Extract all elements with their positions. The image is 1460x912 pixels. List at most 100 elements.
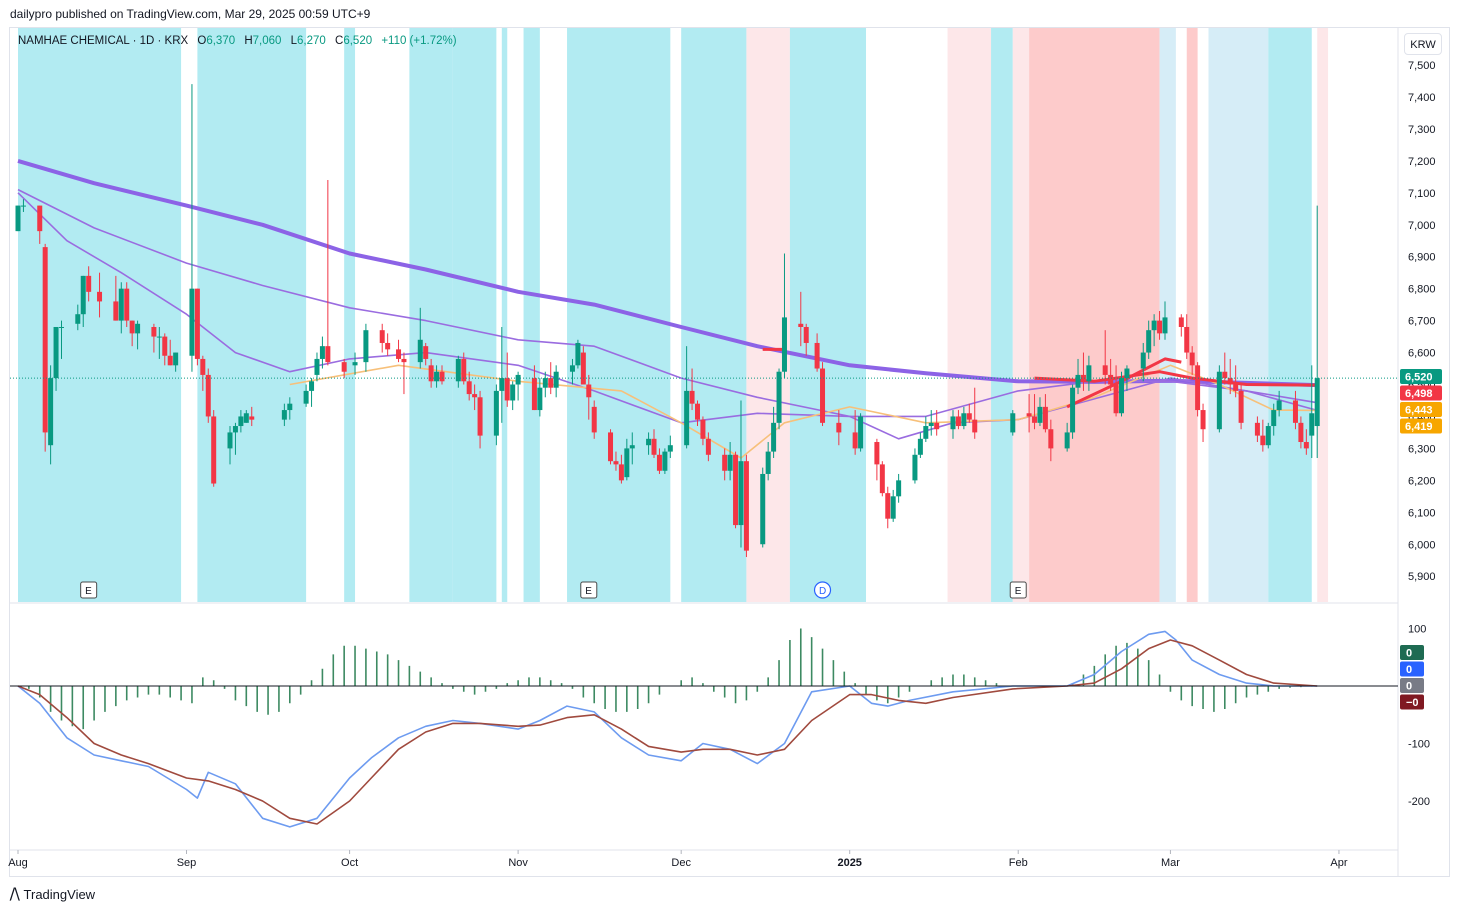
candle-body bbox=[194, 288, 200, 359]
candle-body bbox=[472, 394, 478, 398]
candle-body bbox=[515, 374, 521, 385]
candle-body bbox=[135, 323, 141, 334]
price-tick-label: 7,500 bbox=[1408, 60, 1436, 72]
candle-body bbox=[629, 445, 635, 449]
candle-body bbox=[156, 336, 162, 338]
background-band bbox=[1317, 28, 1329, 602]
candle-body bbox=[1292, 400, 1298, 423]
candle-body bbox=[917, 438, 923, 455]
candle-body bbox=[319, 346, 325, 359]
price-tick-label: 6,200 bbox=[1408, 475, 1436, 487]
time-tick-label: Feb bbox=[1009, 857, 1028, 869]
time-tick-label: Apr bbox=[1330, 857, 1347, 869]
candle-body bbox=[955, 416, 961, 427]
candle-body bbox=[580, 352, 586, 385]
price-label-text: 6,498 bbox=[1405, 388, 1433, 400]
price-label-box bbox=[1400, 369, 1442, 384]
candle-body bbox=[776, 371, 782, 423]
candle-body bbox=[211, 416, 217, 484]
candle-body bbox=[97, 291, 103, 302]
candle-body bbox=[1238, 390, 1244, 423]
price-tick-label: 6,800 bbox=[1408, 284, 1436, 296]
candle-body bbox=[1184, 326, 1190, 353]
time-tick-label: Sep bbox=[177, 857, 197, 869]
candles bbox=[15, 84, 1320, 558]
candle-body bbox=[173, 352, 179, 366]
candle-body bbox=[733, 454, 739, 526]
price-tick-label: 6,900 bbox=[1408, 252, 1436, 264]
candle-body bbox=[537, 387, 543, 411]
candle-body bbox=[401, 358, 407, 363]
candle-body bbox=[504, 378, 510, 401]
currency-button[interactable]: KRW bbox=[1404, 33, 1442, 55]
candle-body bbox=[396, 349, 402, 359]
candle-body bbox=[1064, 432, 1070, 449]
publisher-note: dailypro published on TradingView.com, M… bbox=[10, 7, 371, 21]
candle-body bbox=[1265, 426, 1271, 446]
change-value: +110 (+1.72%) bbox=[381, 35, 457, 47]
macd-value-text: 0 bbox=[1406, 664, 1412, 676]
high-value: 7,060 bbox=[252, 35, 282, 47]
candle-body bbox=[662, 451, 668, 471]
candle-body bbox=[227, 432, 233, 449]
candle-body bbox=[934, 422, 940, 430]
candle-body bbox=[417, 339, 423, 363]
tradingview-logo[interactable]: ⧸⧹ TradingView bbox=[10, 886, 95, 903]
background-band bbox=[409, 28, 453, 602]
background-bands bbox=[18, 28, 1329, 602]
open-value: 6,370 bbox=[206, 35, 236, 47]
background-band bbox=[197, 28, 307, 602]
candle-body bbox=[874, 442, 880, 465]
candle-body bbox=[836, 422, 842, 433]
candle-body bbox=[613, 461, 619, 465]
time-tick-label: Dec bbox=[671, 857, 691, 869]
macd-tick-label: -200 bbox=[1408, 796, 1430, 808]
candle-body bbox=[689, 390, 695, 404]
candle-body bbox=[879, 464, 885, 494]
macd-value-text: −0 bbox=[1406, 697, 1419, 709]
candle-body bbox=[1298, 422, 1304, 443]
price-label-text: 6,520 bbox=[1405, 372, 1433, 384]
candle-body bbox=[243, 413, 249, 423]
candle-body bbox=[379, 330, 385, 343]
candle-body bbox=[205, 374, 211, 417]
candle-body bbox=[923, 426, 929, 439]
candle-body bbox=[798, 323, 804, 327]
time-tick-label: Aug bbox=[8, 857, 28, 869]
candle-body bbox=[238, 416, 244, 427]
price-tick-label: 6,600 bbox=[1408, 348, 1436, 360]
price-label-box bbox=[1400, 385, 1442, 401]
candle-body bbox=[1140, 352, 1146, 369]
macd-tick-label: 100 bbox=[1408, 624, 1426, 636]
candle-body bbox=[1189, 352, 1195, 366]
background-band bbox=[746, 28, 790, 602]
candle-body bbox=[53, 326, 59, 379]
candle-body bbox=[1227, 378, 1233, 385]
candle-body bbox=[499, 378, 505, 391]
candle-body bbox=[1216, 371, 1222, 430]
candle-body bbox=[575, 342, 581, 366]
candle-body bbox=[738, 461, 744, 526]
candle-body bbox=[1276, 400, 1282, 411]
candle-body bbox=[771, 422, 777, 452]
candle-body bbox=[1075, 374, 1081, 388]
tradingview-logo-icon: ⧸⧹ bbox=[10, 886, 20, 902]
macd-value-text: 0 bbox=[1406, 648, 1412, 660]
candle-body bbox=[249, 416, 255, 420]
dividend-marker-label: D bbox=[819, 586, 826, 597]
candle-body bbox=[189, 288, 195, 356]
symbol-name: NAMHAE CHEMICAL · 1D · KRX bbox=[18, 35, 189, 47]
candle-body bbox=[466, 381, 472, 395]
candle-body bbox=[553, 371, 559, 388]
candle-body bbox=[37, 205, 43, 232]
dividend-marker bbox=[813, 581, 832, 599]
background-band bbox=[1012, 28, 1030, 602]
candle-body bbox=[1119, 378, 1125, 414]
background-band bbox=[1268, 28, 1312, 602]
candle-body bbox=[434, 371, 440, 382]
candle-body bbox=[1086, 365, 1092, 382]
candle-body bbox=[820, 368, 826, 423]
candle-body bbox=[314, 358, 320, 375]
candle-body bbox=[200, 358, 206, 375]
